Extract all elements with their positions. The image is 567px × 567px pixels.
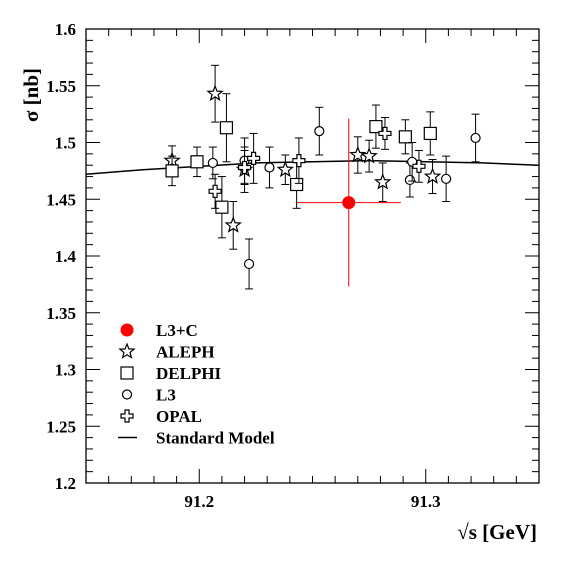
opal-marker	[247, 151, 261, 165]
legend-label-l3-c: L3+C	[156, 321, 198, 340]
legend-entry-delphi: DELPHI	[120, 364, 222, 383]
aleph-marker	[373, 173, 392, 190]
l3-marker	[441, 173, 452, 184]
plot-border	[85, 28, 540, 484]
opal-marker	[208, 184, 222, 198]
opal-point-3	[247, 132, 261, 184]
aleph-marker	[206, 84, 224, 102]
legend-label-l3: L3	[156, 386, 176, 405]
l3-marker	[470, 132, 481, 144]
y-tick-label: 1.6	[55, 20, 76, 39]
legend: L3+C ALEPH DELPHI L3 OPAL Standard Model	[118, 321, 275, 448]
x-tick-label: 91.3	[411, 492, 441, 511]
legend-entry-l3: L3	[121, 386, 176, 405]
y-axis-title: σ [nb]	[19, 68, 43, 122]
legend-entry-aleph: ALEPH	[118, 342, 215, 362]
l3-point-9	[470, 113, 481, 163]
standard-model-curve	[85, 159, 540, 176]
opal-point-5	[378, 117, 392, 150]
aleph-marker	[224, 216, 242, 233]
l3-point-7	[407, 142, 418, 182]
delphi-marker	[290, 177, 304, 192]
aleph-marker	[276, 160, 295, 178]
legend-label-standard-model: Standard Model	[156, 429, 275, 448]
l3-point-5	[314, 106, 325, 156]
delphi-point-3	[215, 176, 229, 239]
y-tick-label: 1.45	[46, 190, 76, 209]
legend-entry-l3-c: L3+C	[120, 321, 198, 340]
y-tick-label: 1.3	[55, 361, 76, 380]
y-tick-label: 1.55	[46, 77, 76, 96]
l3-c-point-1	[296, 118, 401, 287]
aleph-point-5	[276, 154, 295, 185]
delphi-marker	[398, 130, 412, 144]
legend-swatch-opal	[120, 409, 134, 423]
opal-point-2	[237, 149, 252, 185]
legend-swatch-l3-c	[120, 323, 134, 337]
delphi-marker	[165, 164, 179, 178]
aleph-point-2	[206, 64, 224, 123]
x-axis-title: √s [GeV]	[457, 520, 537, 544]
opal-marker	[412, 159, 426, 173]
legend-swatch-l3	[121, 389, 133, 400]
legend-entry-opal: OPAL	[120, 407, 202, 426]
opal-marker	[292, 154, 306, 168]
delphi-marker	[369, 120, 383, 134]
delphi-marker	[215, 200, 229, 214]
l3-marker	[243, 258, 255, 270]
l3-marker	[264, 162, 275, 173]
plot-frame	[85, 28, 540, 484]
y-tick-label: 1.25	[46, 417, 76, 436]
l3-point-4	[264, 146, 275, 189]
aleph-point-7	[360, 139, 378, 173]
l3-point-8	[441, 155, 452, 203]
legend-swatch-aleph	[118, 342, 136, 359]
delphi-point-5	[290, 160, 304, 209]
delphi-marker	[423, 126, 437, 141]
opal-point-4	[292, 137, 306, 184]
delphi-point-8	[423, 111, 437, 156]
aleph-point-9	[423, 159, 442, 195]
opal-point-6	[412, 149, 426, 183]
axis-ticks: 1.2 1.25 1.3 1.35 1.4 1.45 1.5 1.55 1.6 91.2 91.3	[46, 20, 540, 511]
legend-label-delphi: DELPHI	[156, 364, 222, 383]
l3-marker	[404, 174, 415, 186]
legend-swatch-delphi	[120, 366, 134, 380]
delphi-point-4	[219, 93, 234, 163]
legend-label-aleph: ALEPH	[156, 343, 215, 362]
delphi-point-2	[190, 146, 204, 178]
delphi-point-7	[398, 119, 412, 155]
l3-point-1	[207, 146, 218, 180]
aleph-marker	[423, 167, 442, 184]
aleph-point-8	[373, 162, 392, 203]
y-tick-label: 1.35	[46, 304, 76, 323]
y-tick-label: 1.4	[55, 247, 77, 266]
legend-entry-standard-model: Standard Model	[118, 429, 275, 448]
opal-marker	[378, 126, 392, 141]
delphi-point-1	[165, 155, 179, 187]
l3-c-marker	[342, 196, 356, 210]
delphi-point-6	[369, 104, 383, 149]
opal-point-1	[208, 173, 222, 209]
legend-label-opal: OPAL	[156, 407, 202, 426]
opal-marker	[237, 160, 252, 175]
l3-marker	[207, 157, 218, 169]
aleph-marker	[349, 145, 367, 163]
y-tick-label: 1.2	[55, 474, 76, 493]
x-tick-label: 91.2	[184, 492, 214, 511]
aleph-point-6	[349, 136, 367, 174]
aleph-point-3	[224, 201, 242, 250]
aleph-marker	[360, 146, 378, 164]
delphi-marker	[190, 155, 204, 169]
y-tick-label: 1.5	[55, 134, 76, 153]
delphi-marker	[219, 121, 234, 135]
l3-marker	[314, 126, 325, 137]
data-marks	[85, 64, 540, 290]
l3-point-3	[243, 238, 255, 290]
